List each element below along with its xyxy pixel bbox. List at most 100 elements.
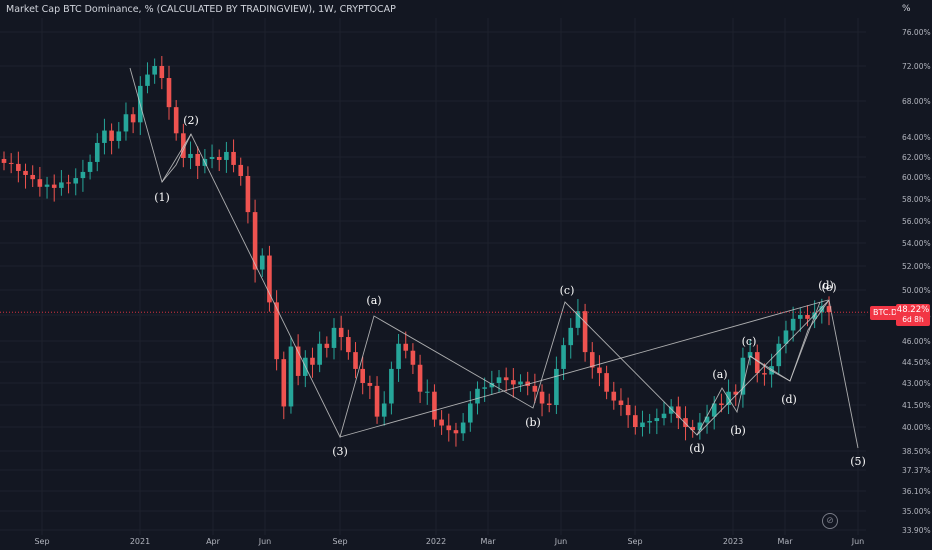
y-tick-label: 76.00% xyxy=(902,28,931,37)
candle-body xyxy=(324,343,330,348)
candle-body xyxy=(568,327,574,346)
wave-label: (2) xyxy=(183,114,199,127)
y-tick-label: 52.00% xyxy=(902,262,931,271)
candle-body xyxy=(676,406,681,419)
candle-body xyxy=(439,419,444,426)
candle-body xyxy=(819,306,825,313)
candle-body xyxy=(697,422,703,431)
candle-body xyxy=(432,391,437,420)
y-tick-label: 37.37% xyxy=(902,466,931,475)
bar-countdown: 6d 8h xyxy=(902,315,924,324)
x-tick-label: Mar xyxy=(480,537,496,546)
wave-label: (3) xyxy=(332,445,348,458)
x-tick-label: Jun xyxy=(258,537,272,546)
wave-label: (e) xyxy=(821,281,836,294)
candle-body xyxy=(704,416,710,423)
y-tick-label: 72.00% xyxy=(902,62,931,71)
grid-lines xyxy=(0,18,866,535)
y-tick-label: 35.00% xyxy=(902,507,931,516)
wave-labels: (1)(2)(3)(a)(b)(c)(d)(a)(b)(c)(d)(e)(d)(… xyxy=(154,114,866,468)
candle-body xyxy=(288,346,294,407)
symbol-badge[interactable]: BTC.D xyxy=(870,306,901,320)
candle-body xyxy=(417,364,423,392)
candle-body xyxy=(539,391,545,404)
wave-label: (d) xyxy=(781,393,797,406)
candle-body xyxy=(597,367,602,374)
candle-body xyxy=(468,403,473,423)
x-tick-label: Sep xyxy=(627,537,642,546)
candle-body xyxy=(274,302,279,360)
candle-body xyxy=(754,352,760,374)
percent-unit-label: % xyxy=(902,4,911,14)
candle-body xyxy=(181,133,186,158)
wave-label: (a) xyxy=(366,294,381,307)
wave-line xyxy=(129,67,821,439)
candle-body xyxy=(51,184,57,188)
candle-body xyxy=(80,171,86,179)
candle-body xyxy=(259,255,265,270)
candle-body xyxy=(532,385,538,392)
candle-body xyxy=(374,385,380,417)
candle-body xyxy=(102,130,107,143)
y-tick-label: 60.00% xyxy=(902,173,931,182)
candle-body xyxy=(711,403,717,417)
candle-body xyxy=(145,74,150,86)
candle-body xyxy=(668,406,674,414)
x-tick-label: 2023 xyxy=(723,537,743,546)
candle-body xyxy=(338,327,344,338)
tradingview-logo-icon[interactable]: ⊘ xyxy=(822,513,838,529)
candle-body xyxy=(37,179,43,187)
wave-label: (d) xyxy=(689,442,705,455)
y-tick-label: 46.00% xyxy=(902,337,931,346)
y-tick-label: 62.00% xyxy=(902,153,931,162)
candle-body xyxy=(16,163,21,171)
candle-body xyxy=(116,131,122,141)
current-price-tag: 48.22% 6d 8h xyxy=(896,304,930,326)
candle-body xyxy=(690,427,695,431)
candle-body xyxy=(611,391,617,401)
candle-body xyxy=(331,327,337,348)
candle-body xyxy=(367,383,373,386)
candle-body xyxy=(159,66,165,79)
candle-body xyxy=(661,413,667,419)
candle-body xyxy=(640,422,645,427)
candle-body xyxy=(310,357,315,365)
candle-body xyxy=(798,315,803,319)
candle-body xyxy=(267,255,272,303)
x-tick-label: Sep xyxy=(332,537,347,546)
y-tick-label: 50.00% xyxy=(902,286,931,295)
candle-body xyxy=(94,142,100,162)
candle-body xyxy=(30,174,35,180)
candle-body xyxy=(152,66,157,75)
candle-body xyxy=(8,162,14,164)
candle-body xyxy=(44,184,50,187)
x-tick-label: 2021 xyxy=(130,537,150,546)
candle-body xyxy=(826,306,832,313)
y-tick-label: 44.50% xyxy=(902,358,931,367)
candle-body xyxy=(733,391,739,395)
y-tick-label: 64.00% xyxy=(902,133,931,142)
candle-body xyxy=(575,311,581,328)
candle-body xyxy=(625,405,631,416)
y-tick-label: 33.90% xyxy=(902,526,931,535)
candle-body xyxy=(604,373,609,392)
candle-body xyxy=(475,388,480,404)
candle-body xyxy=(109,130,114,141)
candle-body xyxy=(783,330,789,344)
candle-body xyxy=(511,380,516,385)
candle-body xyxy=(381,403,387,417)
x-tick-label: Jun xyxy=(851,537,865,546)
candle-body xyxy=(654,418,660,422)
candle-body xyxy=(618,400,624,405)
candle-body xyxy=(482,387,487,389)
y-tick-label: 68.00% xyxy=(902,97,931,106)
candle-body xyxy=(195,153,200,166)
candle-body xyxy=(281,359,287,407)
wave-label: (c) xyxy=(742,335,757,348)
candle-body xyxy=(1,158,7,163)
x-tick-label: Apr xyxy=(206,537,221,546)
y-tick-label: 41.50% xyxy=(902,401,931,410)
wave-line xyxy=(749,299,830,382)
candles-group xyxy=(1,56,832,447)
